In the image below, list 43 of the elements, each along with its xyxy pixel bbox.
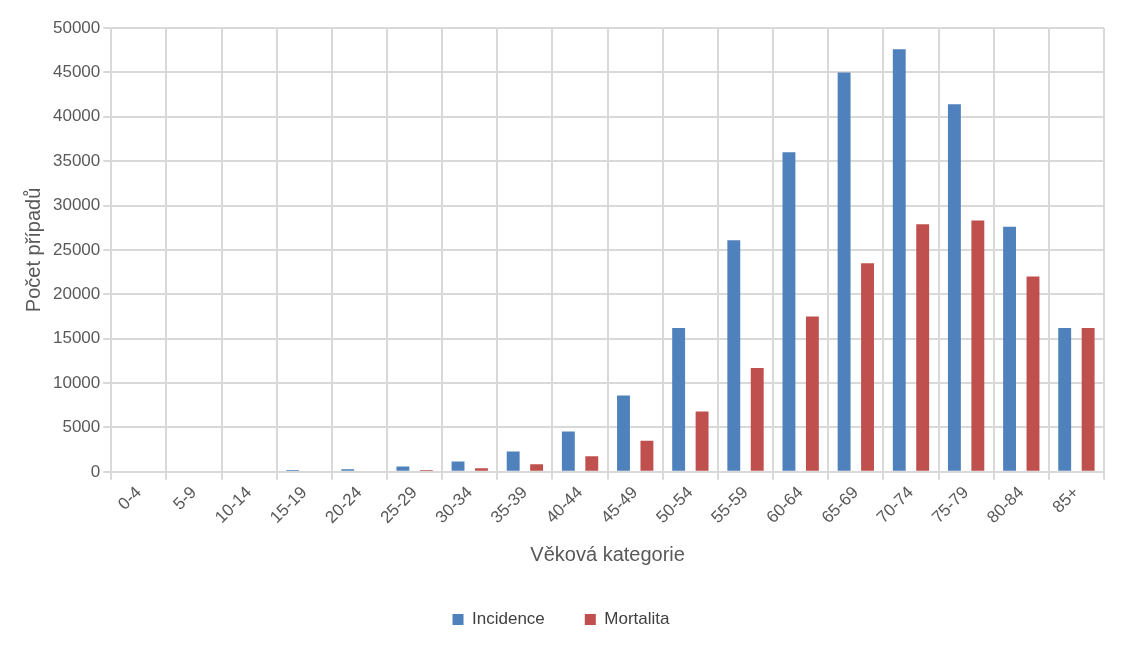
y-axis-title: Počet případů (21, 187, 44, 313)
y-tick-label: 15000 (52, 328, 101, 348)
bar (916, 224, 930, 471)
bar (672, 328, 686, 471)
y-tick-label: 0 (90, 461, 101, 481)
bar (695, 411, 709, 471)
bar (861, 263, 874, 471)
bar (892, 49, 906, 471)
bar (530, 464, 544, 471)
bar (782, 152, 796, 471)
y-tick-label: 5000 (62, 417, 101, 437)
x-axis-title: Věková kategorie (530, 542, 685, 565)
y-tick-label: 35000 (52, 150, 101, 170)
bar (396, 466, 410, 471)
bar (727, 240, 741, 471)
y-tick-label: 40000 (52, 106, 101, 126)
y-tick-label: 50000 (52, 17, 101, 37)
y-tick-label: 10000 (52, 372, 101, 392)
x-tick-label: 5-9 (169, 482, 201, 514)
bar (585, 456, 599, 471)
bar (640, 440, 654, 471)
bar (805, 316, 819, 471)
bar (947, 104, 961, 471)
bar (750, 367, 764, 471)
bar (1058, 328, 1072, 471)
bar (475, 468, 488, 471)
y-tick-label: 45000 (52, 62, 101, 82)
bar (451, 461, 465, 471)
x-tick-label: 0-4 (114, 482, 145, 514)
y-tick-label: 25000 (52, 239, 101, 259)
bar (837, 72, 851, 471)
bar (971, 220, 985, 471)
x-tick-label: 85+ (1048, 482, 1083, 517)
bar (617, 395, 630, 471)
bar (1026, 276, 1040, 471)
legend-label: Incidence (472, 609, 545, 629)
legend-label: Mortalita (604, 609, 671, 629)
bar (1081, 328, 1095, 471)
y-tick-label: 30000 (52, 195, 101, 215)
bar (506, 451, 520, 471)
y-tick-label: 20000 (52, 283, 101, 303)
bar (1003, 226, 1016, 471)
bar (561, 431, 575, 471)
